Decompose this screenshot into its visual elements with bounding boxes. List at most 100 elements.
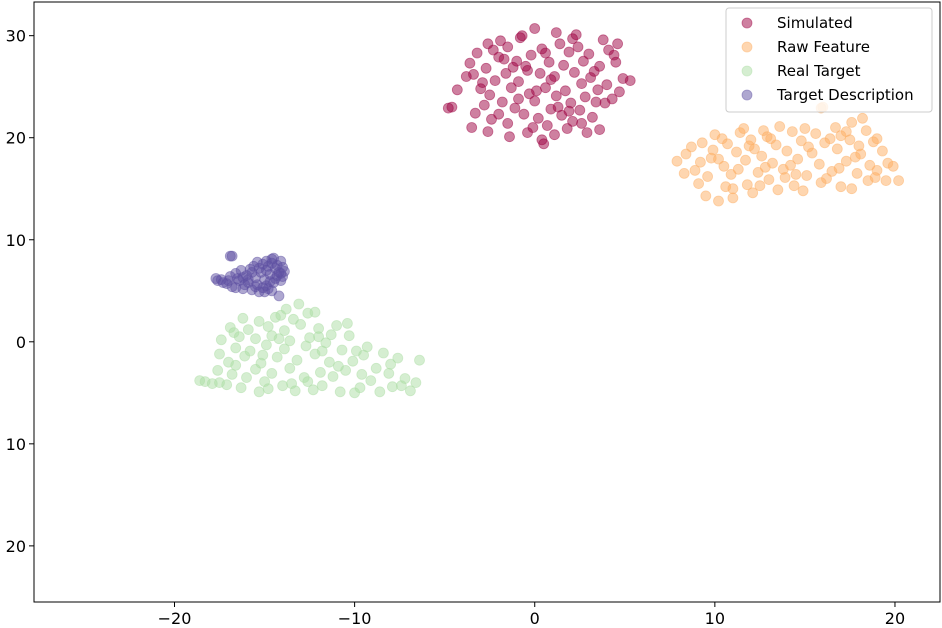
point-3-56: [266, 257, 278, 269]
point-2-54: [215, 334, 227, 346]
point-1-55: [810, 128, 822, 140]
point-2-91: [269, 311, 281, 323]
points-layer: [194, 23, 904, 399]
point-1-83: [716, 133, 728, 145]
point-0-79: [545, 74, 557, 85]
point-0-75: [495, 35, 506, 47]
legend-marker-1: [741, 41, 753, 53]
y-tick-label-4: 10: [6, 435, 26, 454]
point-1-81: [803, 141, 814, 153]
point-0-0: [529, 23, 541, 34]
point-1-65: [727, 183, 739, 195]
point-3-53: [264, 276, 276, 288]
point-2-53: [361, 341, 373, 353]
point-2-52: [336, 344, 348, 356]
point-1-40: [831, 143, 843, 155]
point-0-95: [504, 131, 515, 143]
point-2-24: [266, 367, 278, 379]
point-1-66: [754, 180, 766, 192]
point-1-91: [713, 153, 724, 165]
point-1-1: [700, 190, 712, 202]
point-1-47: [795, 135, 807, 147]
y-tick-label-2: 10: [6, 231, 26, 250]
point-0-81: [599, 97, 611, 109]
point-2-27: [314, 366, 326, 378]
point-0-86: [507, 61, 519, 73]
point-2-84: [230, 359, 242, 371]
point-1-34: [680, 148, 692, 160]
point-2-6: [253, 386, 265, 398]
point-1-89: [840, 126, 852, 138]
point-0-54: [509, 102, 521, 114]
point-1-68: [846, 183, 858, 195]
y-tick-label-3: 0: [16, 333, 26, 352]
point-2-48: [260, 339, 272, 351]
plot-frame: [33, 1, 941, 603]
point-1-4: [772, 184, 784, 196]
point-1-86: [871, 133, 883, 145]
legend-entries: Simulated Raw Feature Real Target Target De…: [741, 14, 914, 104]
legend-label-0: Simulated: [777, 14, 853, 32]
point-0-68: [594, 124, 605, 136]
point-1-80: [743, 140, 755, 152]
y-tick-label-1: 20: [6, 129, 26, 148]
legend-marker-3: [741, 89, 753, 101]
point-2-71: [253, 315, 265, 327]
point-0-56: [574, 104, 586, 116]
point-0-90: [570, 29, 582, 41]
point-1-71: [779, 172, 791, 183]
point-0-10: [471, 47, 483, 59]
point-1-73: [869, 172, 881, 183]
point-1-20: [801, 170, 813, 181]
point-0-34: [576, 78, 587, 89]
series-simulated: [442, 23, 636, 150]
point-0-44: [550, 90, 562, 102]
point-1-72: [821, 173, 832, 184]
point-2-10: [307, 384, 319, 396]
point-2-25: [284, 362, 296, 374]
point-0-57: [469, 107, 481, 119]
point-1-67: [797, 185, 809, 197]
point-2-44: [377, 347, 389, 359]
y-tick-label-5: 20: [6, 537, 26, 556]
point-0-80: [498, 53, 510, 65]
point-1-8: [763, 174, 775, 186]
legend-label-2: Real Target: [777, 62, 861, 80]
point-1-29: [792, 153, 804, 165]
point-2-5: [235, 382, 247, 394]
point-2-68: [331, 320, 343, 331]
point-1-31: [840, 155, 852, 167]
point-2-47: [244, 345, 256, 357]
point-2-87: [385, 358, 397, 370]
point-3-58: [250, 281, 261, 293]
point-0-25: [569, 67, 580, 78]
point-1-84: [765, 133, 777, 145]
x-tick-label-2: 0: [530, 609, 540, 628]
point-1-93: [759, 161, 771, 173]
point-1-26: [718, 160, 730, 172]
point-1-5: [693, 178, 704, 190]
point-1-25: [695, 156, 706, 168]
point-0-7: [502, 41, 514, 53]
point-1-9: [788, 180, 800, 192]
point-1-79: [686, 141, 697, 153]
point-1-15: [678, 167, 690, 179]
point-0-5: [597, 34, 609, 46]
point-1-32: [864, 159, 876, 171]
point-2-30: [356, 368, 368, 380]
point-0-33: [513, 76, 524, 87]
point-2-90: [257, 349, 269, 361]
point-0-89: [608, 49, 620, 61]
x-axis: −20 −10 0 10 20: [158, 602, 905, 628]
point-1-36: [731, 146, 742, 158]
point-0-99: [513, 93, 524, 105]
point-1-92: [833, 162, 845, 174]
point-1-78: [887, 160, 899, 172]
point-1-60: [830, 122, 841, 133]
point-0-98: [576, 118, 587, 129]
point-0-70: [549, 129, 560, 141]
point-3-59: [275, 267, 287, 279]
point-1-27: [740, 154, 751, 166]
x-tick-label-0: −20: [158, 609, 192, 628]
